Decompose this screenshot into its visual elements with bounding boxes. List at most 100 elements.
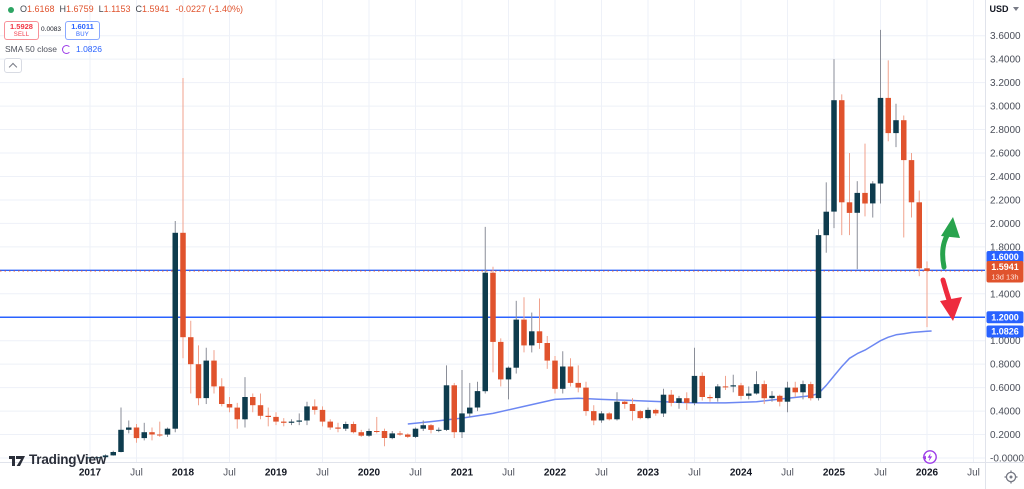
candle-body <box>242 397 248 420</box>
indicator-row: SMA 50 close 1.0826 <box>5 44 102 54</box>
high-value: 1.6759 <box>66 4 94 14</box>
candle-body <box>746 393 752 396</box>
candle-body <box>335 427 341 429</box>
candle-body <box>467 407 473 414</box>
price-axis-ticks: 3.6000 3.4000 3.2000 3.0000 2.8000 2.6000 2.40… <box>990 31 1024 464</box>
indicator-loading-icon <box>61 44 71 54</box>
sell-button[interactable]: 1.5928 SELL <box>4 21 39 40</box>
watermark-text: TradingView <box>29 452 107 467</box>
candle-body <box>575 382 581 388</box>
indicator-value: 1.0826 <box>75 44 102 54</box>
low-value: 1.1153 <box>103 4 131 14</box>
candle-body <box>350 424 357 433</box>
candle-body <box>219 386 225 404</box>
candle-body <box>358 432 364 436</box>
high-label: H <box>59 4 67 14</box>
price-tick-label: 0.6000 <box>990 383 1021 394</box>
candle-body <box>614 401 620 420</box>
candle-body <box>459 413 465 433</box>
time-tick-label: 2017 <box>79 468 102 479</box>
candle-body <box>451 385 457 433</box>
candle-body <box>149 432 155 435</box>
time-tick-label: 2018 <box>172 468 195 479</box>
candle-body <box>567 366 574 383</box>
candle-body <box>366 431 372 436</box>
close-value: 1.5941 <box>141 4 170 14</box>
price-tick-label: 3.6000 <box>990 31 1021 42</box>
candle-body <box>769 395 775 399</box>
currency-dropdown[interactable]: USD <box>984 4 1024 14</box>
candle-body <box>552 360 558 389</box>
candle-body <box>823 211 829 236</box>
svg-text:1.0826: 1.0826 <box>991 327 1019 337</box>
candle-body <box>916 202 922 269</box>
time-tick-label: 2021 <box>451 468 474 479</box>
low-label: L <box>98 4 104 14</box>
candle-body <box>265 415 271 417</box>
price-tick-label: 1.0000 <box>990 336 1021 347</box>
candle-body <box>281 421 287 423</box>
candle-body <box>226 404 233 408</box>
candle-body <box>753 384 760 394</box>
arrow-down-drawing[interactable] <box>940 277 962 321</box>
svg-text:1.6000: 1.6000 <box>991 252 1019 262</box>
settings-gear-icon[interactable] <box>1004 470 1018 484</box>
time-tick-label: 2019 <box>265 468 288 479</box>
candle-body <box>645 409 651 419</box>
candle-body <box>691 375 698 403</box>
collapse-legend-button[interactable] <box>4 58 22 73</box>
time-axis-panel[interactable] <box>0 463 985 489</box>
buy-button[interactable]: 1.6011 BUY <box>65 21 100 40</box>
arrow-up-drawing[interactable] <box>940 217 960 270</box>
candle-body <box>901 120 907 161</box>
candle-body <box>133 427 140 439</box>
candle-body <box>296 420 302 422</box>
candle-body <box>560 366 566 389</box>
price-tick-label: 2.4000 <box>990 172 1021 183</box>
sma-value-label: 1.0826 <box>986 325 1024 338</box>
price-axis-panel[interactable] <box>986 0 1024 489</box>
candle-body <box>800 384 806 393</box>
candle-body <box>839 100 845 203</box>
candle-body <box>529 331 535 346</box>
change-value: -0.0227 (-1.40%) <box>175 4 244 14</box>
time-tick-label: Jul <box>409 468 422 479</box>
candle-body <box>536 331 543 343</box>
tradingview-logo-icon <box>9 455 25 466</box>
candle-body <box>498 341 504 380</box>
candle-body <box>412 428 419 437</box>
candle-body <box>381 431 388 438</box>
candle-body <box>513 319 519 368</box>
price-tick-label: 3.4000 <box>990 55 1021 66</box>
time-tick-label: Jul <box>316 468 329 479</box>
candle-body <box>699 375 705 397</box>
candle-body <box>622 401 628 404</box>
candle-body <box>808 384 814 399</box>
currency-label: USD <box>989 4 1009 14</box>
candle-body <box>707 397 713 399</box>
chevron-up-icon <box>8 62 18 72</box>
candle-body <box>420 425 426 429</box>
candle-body <box>482 272 488 392</box>
time-tick-label: Jul <box>688 468 701 479</box>
time-tick-label: 2022 <box>544 468 567 479</box>
candle-body <box>110 452 116 456</box>
candle-body <box>761 384 767 399</box>
price-tick-label: 0.8000 <box>990 360 1021 371</box>
candle-body <box>870 183 876 204</box>
chevron-down-icon <box>1012 7 1019 11</box>
candle-body <box>428 425 434 430</box>
spread-value: 0.0083 <box>41 26 61 33</box>
replay-bolt-icon[interactable] <box>922 450 937 464</box>
candle-body <box>854 192 860 213</box>
candle-body <box>777 395 783 402</box>
candle-body <box>443 385 450 430</box>
candle-body <box>157 434 163 436</box>
candle-body <box>893 120 899 134</box>
candle-body <box>250 397 256 406</box>
candle-body <box>653 409 659 414</box>
candle-body <box>172 232 178 429</box>
time-tick-label: 2025 <box>823 468 846 479</box>
